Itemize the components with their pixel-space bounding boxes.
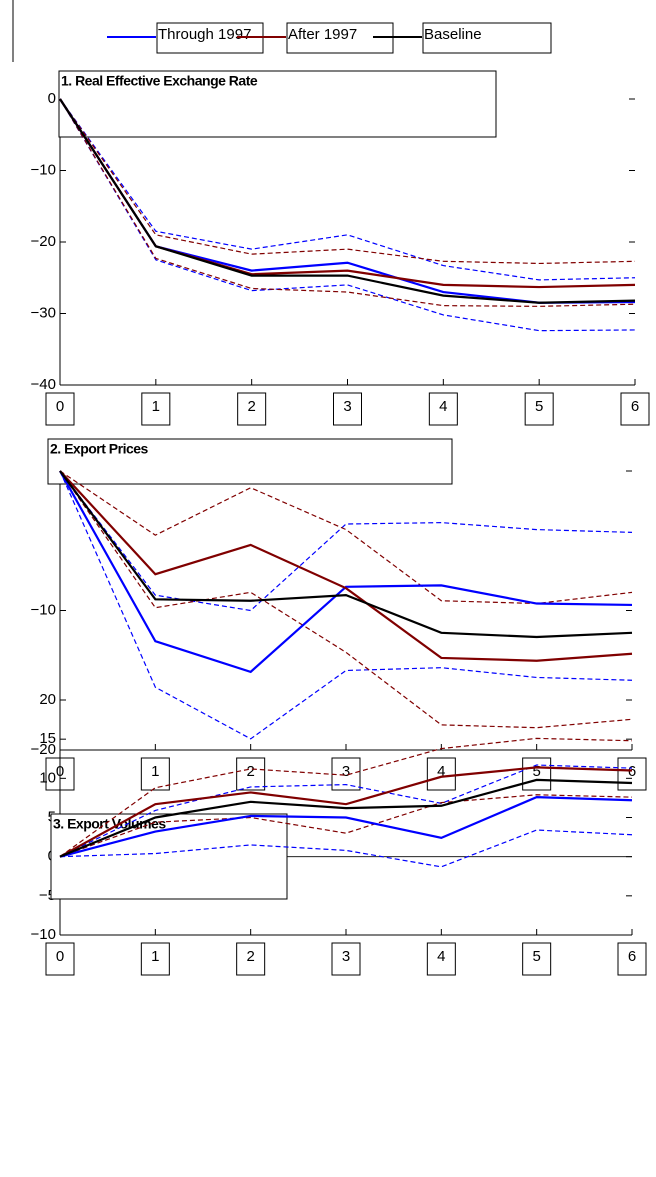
x-tick-box [617, 942, 647, 976]
y-tick-label: 15 [39, 730, 56, 747]
x-tick-label: 4 [439, 398, 447, 415]
chart-title: 1. Real Effective Exchange Rate [61, 73, 258, 89]
x-tick-label: 5 [532, 763, 540, 780]
series-line [59, 470, 633, 674]
x-tick-box [236, 757, 266, 791]
x-tick-box [524, 392, 554, 426]
title-box [50, 813, 288, 900]
series-line [59, 796, 633, 858]
x-tick-box [426, 942, 456, 976]
series-line [59, 778, 633, 858]
x-tick-label: 6 [628, 763, 636, 780]
x-tick-label: 1 [151, 948, 159, 965]
band-line [59, 737, 633, 858]
y-tick-label: −40 [31, 376, 56, 393]
x-tick-box [333, 392, 362, 426]
series-line [59, 98, 636, 304]
y-tick-label: 10 [39, 769, 56, 786]
x-tick-box [237, 392, 267, 426]
x-tick-box [45, 942, 75, 976]
x-tick-label: 1 [151, 763, 159, 780]
y-tick-label: −20 [31, 233, 56, 250]
legend-label: Baseline [424, 26, 482, 43]
y-tick-label: −10 [31, 601, 56, 618]
band-line [59, 794, 633, 858]
band-line [59, 98, 636, 332]
x-tick-box [617, 757, 647, 791]
band-line [59, 764, 633, 858]
x-tick-box [522, 942, 552, 976]
x-tick-box [620, 392, 650, 426]
series-line [59, 766, 633, 858]
x-tick-label: 0 [56, 398, 64, 415]
band-line [59, 470, 633, 729]
y-tick-label: 0 [48, 90, 56, 107]
y-tick-label: −10 [31, 161, 56, 178]
band-line [59, 470, 633, 612]
band-line [59, 98, 636, 281]
x-tick-label: 0 [56, 948, 64, 965]
x-tick-box [140, 942, 170, 976]
x-tick-label: 5 [535, 398, 543, 415]
x-tick-box [331, 942, 361, 976]
x-tick-label: 1 [152, 398, 160, 415]
band-line [59, 98, 636, 265]
x-tick-box [428, 392, 458, 426]
x-tick-box [45, 392, 75, 426]
title-box [58, 70, 497, 138]
x-tick-label: 3 [343, 398, 351, 415]
x-tick-label: 4 [437, 948, 445, 965]
y-tick-label: 20 [39, 691, 56, 708]
band-line [59, 470, 633, 740]
band-line [59, 470, 633, 605]
legend-label: After 1997 [288, 26, 357, 43]
x-tick-label: 3 [342, 948, 350, 965]
x-tick-label: 6 [628, 948, 636, 965]
band-line [59, 98, 636, 307]
x-tick-label: 2 [246, 763, 254, 780]
x-tick-label: 2 [246, 948, 254, 965]
x-tick-label: 6 [631, 398, 639, 415]
x-tick-box [140, 757, 170, 791]
x-tick-box [141, 392, 171, 426]
legend-label: Through 1997 [158, 26, 251, 43]
y-tick-label: −10 [31, 926, 56, 943]
x-tick-label: 2 [247, 398, 255, 415]
series-line [59, 470, 633, 662]
x-tick-label: 5 [532, 948, 540, 965]
chart-title: 2. Export Prices [50, 441, 149, 457]
title-box [47, 438, 453, 485]
x-tick-label: 3 [342, 763, 350, 780]
y-tick-label: −20 [31, 741, 56, 758]
legend-box [422, 22, 552, 54]
y-tick-label: −30 [31, 304, 56, 321]
x-tick-box [426, 757, 456, 791]
series-line [59, 470, 633, 639]
x-tick-box [236, 942, 266, 976]
x-tick-box [522, 757, 552, 791]
x-tick-label: 4 [437, 763, 445, 780]
